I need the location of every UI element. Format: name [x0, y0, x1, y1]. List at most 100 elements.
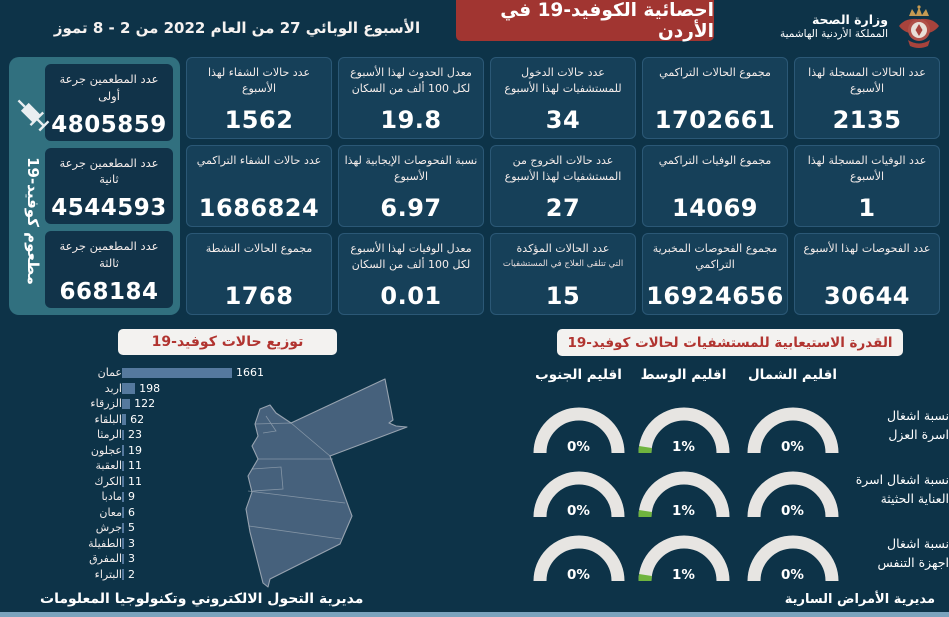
vaccination-card-label: عدد المطعمين جرعة ثالثة [59, 239, 159, 271]
stat-column: معدل الحدوث لهذا الأسبوع لكل 100 ألف من … [338, 57, 484, 315]
jordan-map-icon [245, 378, 408, 588]
region-header: اقليم الجنوب [535, 367, 622, 383]
bar-value-label: 23 [128, 428, 142, 442]
stat-card-label: نسبة الفحوصات الإيجابية لهذا الأسبوع [344, 154, 478, 183]
bar-category-label: المفرق [89, 552, 122, 566]
gauge-percent-label: 0% [781, 503, 804, 519]
bar-category-label: عمان [97, 366, 122, 380]
week-label: الأسبوع الوبائي 27 من العام 2022 من 2 - … [53, 19, 421, 37]
bar-chart-row: عجلون 19 [28, 443, 318, 459]
stat-card-value: 0.01 [380, 282, 442, 310]
gauge-percent-label: 0% [781, 439, 804, 455]
gauge-cell: 1% [629, 525, 738, 583]
gauge-arc-icon [638, 471, 729, 518]
stat-card-value: 1562 [224, 106, 294, 134]
stat-card: عدد حالات الشفاء التراكمي 1686824 [186, 145, 332, 227]
bar-category-label: الطفيلة [88, 536, 122, 550]
ministry-logo: وزارة الصحة المملكة الأردنية الهاشمية [780, 3, 943, 51]
stat-card-value: 1768 [224, 282, 294, 310]
stat-card: عدد الفحوصات لهذا الأسبوع 30644 [794, 233, 940, 315]
stat-card-label: عدد حالات الدخول للمستشفيات لهذا الأسبوع [504, 66, 622, 95]
bar-chart-row: البلقاء 62 [28, 412, 318, 428]
stat-card-value: 1686824 [198, 194, 320, 222]
gauge-arc-icon [533, 471, 624, 518]
gauge: 0% [746, 467, 840, 519]
stat-column: عدد حالات الدخول للمستشفيات لهذا الأسبوع… [490, 57, 636, 315]
stats-grid: عدد الحالات المسجلة لهذا الأسبوع 2135 عدد … [9, 57, 940, 315]
page-title: احصائية الكوفيد-19 في الأردن [500, 0, 714, 42]
vaccination-card-value: 668184 [59, 279, 159, 306]
bar-value-label: 11 [128, 474, 142, 488]
gauge-cell: 1% [629, 397, 738, 455]
gauge-row-label: نسبة اشغال اسرة العزل [887, 408, 949, 442]
bar [122, 398, 131, 409]
vaccination-panel: عدد المطعمين جرعة أولى 4805859 عدد المطعمي… [9, 57, 180, 315]
bar [122, 491, 124, 502]
ministry-logo-text: وزارة الصحة المملكة الأردنية الهاشمية [780, 12, 888, 42]
gauge-arc-icon [747, 535, 838, 582]
vaccination-card-value: 4544593 [51, 195, 167, 222]
bar-value-label: 11 [128, 459, 142, 473]
stat-card-label: معدل الوفيات لهذا الأسبوع لكل 100 ألف من… [350, 242, 472, 271]
gauge-percent-label: 1% [672, 567, 695, 583]
gauge: 1% [637, 467, 731, 519]
bar-category-label: الرمثا [96, 428, 122, 442]
stat-card-value: 6.97 [380, 194, 442, 222]
stat-card: مجموع الحالات النشطة 1768 [186, 233, 332, 315]
gauge: 0% [746, 531, 840, 583]
bar-value-label: 198 [139, 381, 161, 395]
vaccination-card-value: 4805859 [51, 111, 167, 138]
bar-category-label: الزرقاء [90, 397, 122, 411]
gauge-grid: اقليم الشمال اقليم الوسط اقليم الجنوب نسبة … [528, 361, 949, 583]
vaccination-card: عدد المطعمين جرعة ثانية 4544593 [45, 147, 173, 225]
stat-card-value: 15 [545, 282, 581, 310]
kingdom-name: المملكة الأردنية الهاشمية [779, 28, 888, 41]
gauge-arc-icon [747, 407, 838, 454]
stat-card: عدد الحالات المؤكدة التي تتلقى العلاج في … [490, 233, 636, 315]
bar [122, 445, 124, 456]
bar [122, 414, 127, 425]
gauge-cell: 0% [528, 461, 629, 519]
vaccination-side: مطعوم كوفيد-19 [16, 64, 50, 308]
bar-value-label: 62 [130, 412, 145, 426]
gauge: 0% [532, 531, 626, 583]
gauge-cell: 0% [528, 397, 629, 455]
bar [122, 569, 124, 580]
bar-category-label: جرش [95, 521, 122, 535]
stat-card: معدل الوفيات لهذا الأسبوع لكل 100 ألف من… [338, 233, 484, 315]
stat-card: مجموع الوفيات التراكمي 14069 [642, 145, 788, 227]
stat-column: عدد الحالات المسجلة لهذا الأسبوع 2135 عدد … [794, 57, 940, 315]
stat-card-sublabel: التي تتلقى العلاج في المستشفيات [502, 258, 624, 269]
bar-category-label: عجلون [90, 443, 122, 457]
bar-category-label: مادبا [101, 490, 122, 504]
gauge-row-label: نسبة اشغال اسرة العناية الحثيثة [855, 472, 949, 506]
stat-card-label: عدد الفحوصات لهذا الأسبوع [803, 242, 931, 255]
stat-card-label: عدد حالات الشفاء لهذا الأسبوع [207, 66, 311, 95]
bar-chart-row: جرش 5 [28, 520, 318, 536]
syringe-icon [17, 99, 50, 132]
stat-card-label: مجموع الحالات النشطة [205, 242, 313, 255]
gauge-grid-corner [847, 361, 949, 385]
bar-chart-row: الكرك 11 [28, 474, 318, 490]
bar-value-label: 3 [128, 552, 135, 566]
stat-card-label: عدد الوفيات المسجلة لهذا الأسبوع [807, 154, 927, 183]
stat-card-label: مجموع الفحوصات المخبرية التراكمي [652, 242, 778, 271]
bar-chart-row: مادبا 9 [28, 489, 318, 505]
page-title-box: احصائية الكوفيد-19 في الأردن [456, 0, 714, 42]
gauge-cell: 0% [738, 461, 847, 519]
bar-chart-row: الزرقاء 122 [28, 396, 318, 412]
vaccination-side-label: مطعوم كوفيد-19 [24, 157, 42, 285]
stat-card-value: 14069 [672, 194, 758, 222]
bar-chart-row: اربد 198 [28, 381, 318, 397]
bar-value-label: 122 [134, 397, 156, 411]
bar-value-label: 5 [128, 521, 135, 535]
gauge: 1% [637, 403, 731, 455]
gauge-arc-icon [638, 535, 729, 582]
gauge-arc-icon [533, 535, 624, 582]
stat-card-value: 27 [545, 194, 581, 222]
gauge-cell: 0% [738, 397, 847, 455]
bar-chart-row: الرمثا 23 [28, 427, 318, 443]
region-header: اقليم الشمال [747, 367, 838, 383]
bar-chart-row: معان 6 [28, 505, 318, 521]
gauge-arc-icon [747, 471, 838, 518]
